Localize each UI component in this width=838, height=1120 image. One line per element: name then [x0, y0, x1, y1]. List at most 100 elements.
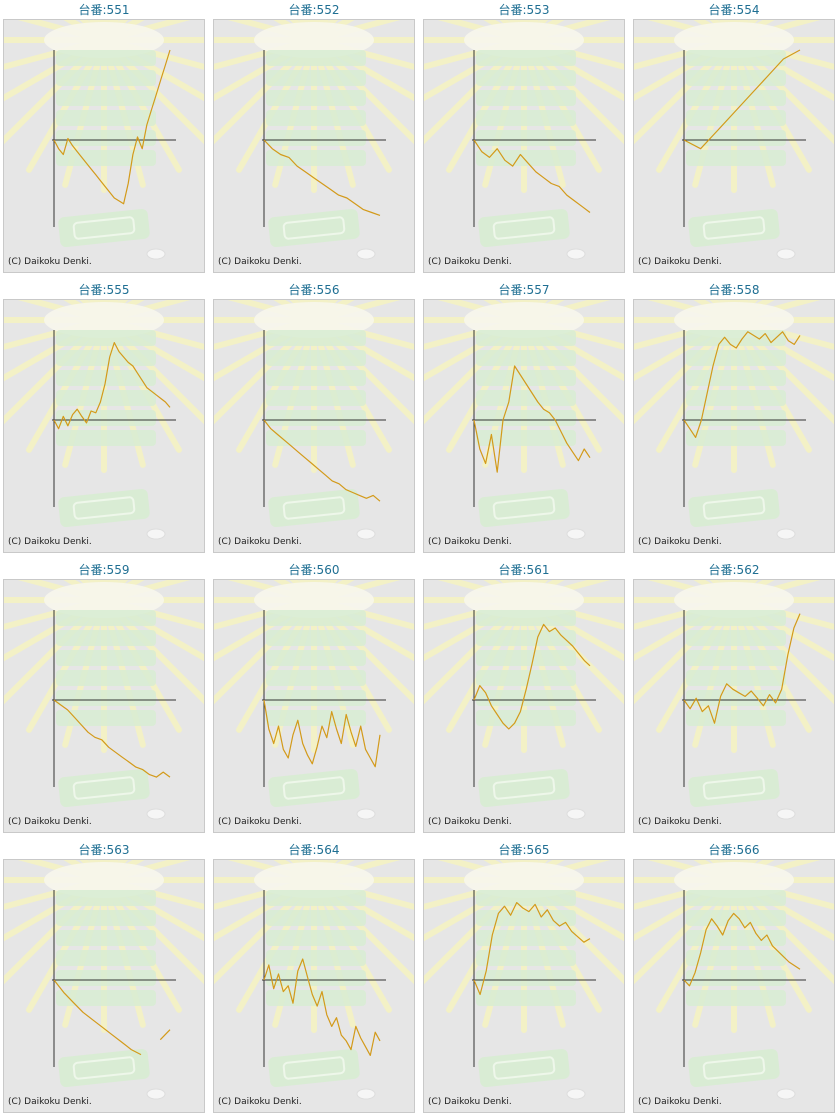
tray-icon [688, 488, 780, 528]
tray-stack-icon [266, 150, 366, 166]
sun-ray-icon [79, 300, 107, 323]
tray-stack-icon [476, 710, 576, 726]
tray-stack-icon [686, 50, 786, 66]
tray-icon [268, 488, 360, 528]
token-pile-icon [674, 302, 794, 338]
tray-stack-icon [266, 130, 366, 146]
tray-stack-icon [266, 670, 366, 686]
tray-stack-icon [266, 910, 366, 926]
tray-stack-icon [56, 90, 156, 106]
chart-title[interactable]: 台番:555 [78, 283, 130, 297]
tray-stack-icon [476, 930, 576, 946]
token-pile-icon [464, 582, 584, 618]
tray-stack-icon [476, 390, 576, 406]
chart-cell: 台番:562 (C) Daikoku Denki. [631, 560, 837, 840]
chart-panel: (C) Daikoku Denki. [3, 579, 205, 833]
tray-inner-icon [702, 496, 766, 520]
token-pile-icon [254, 582, 374, 618]
coin-icon [566, 528, 586, 540]
background-illustration [4, 860, 204, 1100]
chart-title[interactable]: 台番:552 [288, 3, 340, 17]
tray-stack-icon [266, 610, 366, 626]
chart-svg [634, 580, 834, 820]
tray-stack-icon [476, 910, 576, 926]
background-illustration [214, 860, 414, 1100]
tray-stack-icon [56, 50, 156, 66]
chart-title[interactable]: 台番:553 [498, 3, 550, 17]
tray-inner-icon [72, 496, 136, 520]
tray-stack-icon [266, 630, 366, 646]
chart-title[interactable]: 台番:565 [498, 843, 550, 857]
chart-title[interactable]: 台番:551 [78, 3, 130, 17]
tray-stack-icon [686, 690, 786, 706]
tray-stack-icon [476, 410, 576, 426]
chart-title[interactable]: 台番:558 [708, 283, 760, 297]
credit-text: (C) Daikoku Denki. [428, 257, 512, 267]
chart-panel: (C) Daikoku Denki. [213, 859, 415, 1113]
tray-icon [58, 488, 150, 528]
tray-stack-icon [686, 330, 786, 346]
chart-title[interactable]: 台番:561 [498, 563, 550, 577]
chart-cell: 台番:566 (C) Daikoku Denki. [631, 840, 837, 1120]
tray-stack-icon [476, 610, 576, 626]
token-pile-icon [44, 302, 164, 338]
tray-stack-icon [476, 670, 576, 686]
sun-ray-icon [499, 580, 527, 603]
tray-stack-icon [686, 390, 786, 406]
tray-inner-icon [282, 1056, 346, 1080]
tray-stack-icon [56, 350, 156, 366]
series-line [263, 699, 381, 768]
chart-title[interactable]: 台番:563 [78, 843, 130, 857]
credit-text: (C) Daikoku Denki. [638, 537, 722, 547]
sun-ray-icon [499, 300, 527, 323]
tray-stack-icon [266, 370, 366, 386]
chart-title[interactable]: 台番:566 [708, 843, 760, 857]
series-line [683, 912, 801, 987]
chart-cell: 台番:557 (C) Daikoku Denki. [421, 280, 627, 560]
tray-stack-icon [476, 970, 576, 986]
tray-stack-icon [686, 670, 786, 686]
series-line [683, 331, 801, 438]
chart-title[interactable]: 台番:560 [288, 563, 340, 577]
chart-title[interactable]: 台番:557 [498, 283, 550, 297]
tray-stack-icon [476, 950, 576, 966]
tray-stack-icon [686, 610, 786, 626]
tray-stack-icon [56, 970, 156, 986]
series-line [53, 699, 171, 778]
chart-cell: 台番:558 (C) Daikoku Denki. [631, 280, 837, 560]
sun-ray-icon [731, 860, 759, 883]
chart-panel: (C) Daikoku Denki. [633, 19, 835, 273]
tray-stack-icon [476, 690, 576, 706]
tray-stack-icon [686, 930, 786, 946]
tray-icon [688, 1048, 780, 1088]
tray-stack-icon [686, 910, 786, 926]
tray-stack-icon [56, 910, 156, 926]
tray-stack-icon [686, 970, 786, 986]
series-line [683, 49, 801, 150]
tray-inner-icon [72, 1056, 136, 1080]
tray-stack-icon [686, 710, 786, 726]
coin-icon [776, 1088, 796, 1100]
tray-stack-icon [266, 710, 366, 726]
sun-ray-icon [311, 300, 339, 323]
chart-cell: 台番:552 (C) Daikoku Denki. [211, 0, 417, 280]
chart-svg [634, 860, 834, 1100]
tray-stack-icon [476, 130, 576, 146]
tray-stack-icon [56, 70, 156, 86]
chart-title[interactable]: 台番:556 [288, 283, 340, 297]
chart-title[interactable]: 台番:559 [78, 563, 130, 577]
chart-cell: 台番:560 (C) Daikoku Denki. [211, 560, 417, 840]
tray-stack-icon [56, 410, 156, 426]
sun-ray-icon [499, 20, 527, 43]
tray-stack-icon [56, 630, 156, 646]
sun-ray-icon [709, 20, 737, 43]
tray-stack-icon [476, 990, 576, 1006]
tray-inner-icon [72, 776, 136, 800]
tray-stack-icon [56, 610, 156, 626]
chart-panel: (C) Daikoku Denki. [213, 19, 415, 273]
chart-title[interactable]: 台番:564 [288, 843, 340, 857]
chart-title[interactable]: 台番:562 [708, 563, 760, 577]
background-illustration [4, 580, 204, 820]
chart-title[interactable]: 台番:554 [708, 3, 760, 17]
tray-stack-icon [686, 430, 786, 446]
